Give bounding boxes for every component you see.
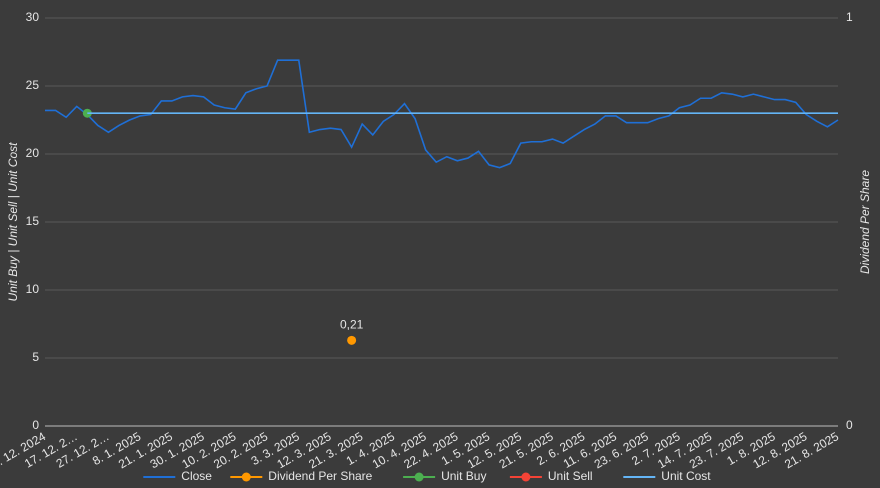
legend-dot: [521, 472, 531, 482]
y-tick-label: 15: [26, 214, 40, 228]
series-point: [347, 335, 357, 345]
legend-label: Unit Cost: [661, 469, 711, 483]
y-tick-label: 5: [32, 350, 39, 364]
y-tick-label: 0: [32, 418, 39, 432]
series-line: [45, 59, 839, 169]
legend-dot: [414, 472, 424, 482]
legend-dot: [241, 472, 251, 482]
y2-tick-label: 1: [846, 10, 853, 24]
y2-tick-label: 0: [846, 418, 853, 432]
y-tick-label: 20: [26, 146, 40, 160]
y-tick-label: 25: [26, 78, 40, 92]
legend-label: Unit Buy: [441, 469, 486, 483]
y2-axis-label: Dividend Per Share: [858, 170, 872, 274]
y-tick-label: 10: [26, 282, 40, 296]
y-tick-label: 30: [26, 10, 40, 24]
legend-label: Unit Sell: [548, 469, 593, 483]
data-label: 0,21: [340, 317, 364, 331]
y-axis-label: Unit Buy | Unit Sell | Unit Cost: [6, 142, 20, 302]
legend-label: Close: [181, 469, 212, 483]
legend-label: Dividend Per Share: [268, 469, 372, 483]
